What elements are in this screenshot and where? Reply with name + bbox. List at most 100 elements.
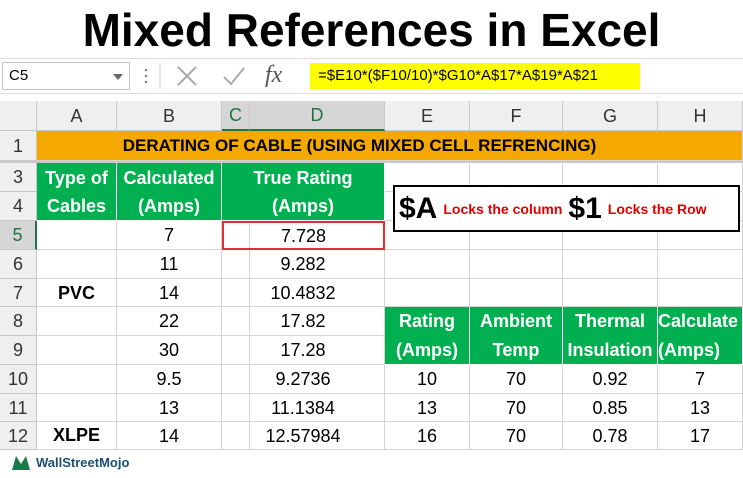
row-header: 3	[0, 163, 37, 192]
cell-text: 22	[158, 311, 180, 331]
table-header: Type of Cables	[37, 163, 117, 221]
data-cell: 17.82	[222, 307, 385, 336]
cell-text: 13	[158, 397, 180, 418]
column-header: H	[658, 101, 743, 131]
data-cell: 14	[117, 422, 222, 450]
cell	[563, 221, 658, 250]
cell-text: Calculated	[123, 167, 215, 188]
table-header: True Rating (Amps)	[222, 163, 385, 221]
cell-text: XLPE	[52, 425, 100, 445]
cell-text: 9.282	[280, 254, 326, 274]
cell-text: 70	[505, 397, 527, 418]
data-cell: 0.92	[563, 365, 658, 394]
table-header: Ambient Temp	[470, 307, 563, 365]
cell	[470, 221, 563, 250]
fx-icon[interactable]: fx	[265, 62, 283, 88]
cell-text: True Rating	[253, 167, 353, 188]
column-header: A	[37, 101, 117, 131]
cell	[470, 250, 563, 279]
data-cell: 10	[385, 365, 470, 394]
row-header: 12	[0, 422, 37, 450]
cell	[658, 250, 743, 279]
formula-text: =$E10*($F10/10)*$G10*A$17*A$19*A$21	[310, 63, 640, 89]
column-header: E	[385, 101, 470, 131]
data-cell: 16	[385, 422, 470, 450]
data-cell: 7.728	[222, 221, 385, 250]
cell-text: 17	[689, 425, 711, 446]
cell	[658, 279, 743, 307]
data-cell: 12.57984	[222, 422, 385, 450]
dropdown-icon	[113, 74, 123, 80]
cell-text: 10	[416, 369, 438, 389]
cell-text: 14	[158, 282, 180, 303]
cell-text: 7	[12, 282, 23, 303]
cell-text: Calculate	[658, 311, 739, 332]
callout-col-text: Locks the column	[443, 200, 563, 217]
cell-text: 0.78	[592, 425, 628, 446]
callout-col-ref: $A	[399, 191, 438, 225]
data-cell: 22	[117, 307, 222, 336]
watermark: WallStreetMojo	[10, 452, 129, 472]
cell-text: C	[229, 105, 242, 125]
cell	[385, 221, 470, 250]
cell-text: 13	[689, 397, 711, 418]
cell-text: 9	[12, 340, 23, 360]
name-box[interactable]: C5	[2, 62, 130, 90]
cell-text: 14	[158, 425, 180, 446]
cell-text: H	[693, 105, 707, 126]
cell-text: (Amps)	[272, 195, 334, 216]
data-cell: 70	[470, 394, 563, 422]
callout-box: $A Locks the column $1 Locks the Row	[393, 185, 740, 232]
data-cell: 7	[658, 365, 743, 394]
cell-text: 70	[505, 369, 527, 389]
data-cell: 17.28	[222, 336, 385, 365]
data-cell: 7	[117, 221, 222, 250]
cell	[385, 279, 470, 307]
cell-text: A	[70, 105, 83, 126]
cell-text: DERATING OF CABLE (USING MIXED CELL REFR…	[122, 135, 597, 155]
cell-text: 70	[505, 425, 527, 446]
cell-text: Thermal	[574, 311, 646, 332]
callout-row-ref: $1	[568, 191, 602, 225]
data-cell: 17	[658, 422, 743, 450]
cell-text: 10.4832	[270, 282, 336, 303]
cell-text: 11.1384	[271, 397, 335, 418]
data-cell: 9.282	[222, 250, 385, 279]
watermark-logo	[12, 456, 30, 470]
cell-text: 11	[8, 397, 28, 418]
corner	[0, 101, 37, 131]
callout-row-text: Locks the Row	[607, 200, 707, 217]
cell-text: D	[310, 105, 324, 125]
cell-text: 12	[7, 425, 29, 446]
row-header: 10	[0, 365, 37, 394]
data-cell: 11.1384	[222, 394, 385, 422]
row-header: 9	[0, 336, 37, 365]
cell-text: 13	[416, 397, 438, 418]
data-cell: 13	[385, 394, 470, 422]
data-cell: 30	[117, 336, 222, 365]
column-header: D	[250, 101, 385, 131]
cell-text: 30	[158, 340, 180, 360]
cell	[563, 279, 658, 307]
cell-text: 1	[12, 135, 23, 156]
cell	[563, 250, 658, 279]
cell-text: F	[510, 105, 522, 126]
row-header: 4	[0, 192, 37, 221]
cell-text: 0.85	[592, 397, 628, 418]
cell-text: 16	[416, 425, 438, 446]
cell-text: E	[420, 105, 433, 126]
cell-text: 10	[7, 369, 29, 389]
name-box-text: C5	[9, 67, 29, 84]
data-cell: 9.2736	[222, 365, 385, 394]
cell-text: 12.57984	[265, 425, 341, 446]
data-cell: 9.5	[117, 365, 222, 394]
cell	[470, 279, 563, 307]
cell-text: PVC	[57, 282, 95, 303]
column-header: G	[563, 101, 658, 131]
page-title: Mixed References in Excel	[82, 4, 661, 56]
cell-text: (Amps)	[396, 339, 458, 360]
group-label: PVC	[37, 221, 117, 365]
cell-text: 8	[12, 311, 23, 331]
